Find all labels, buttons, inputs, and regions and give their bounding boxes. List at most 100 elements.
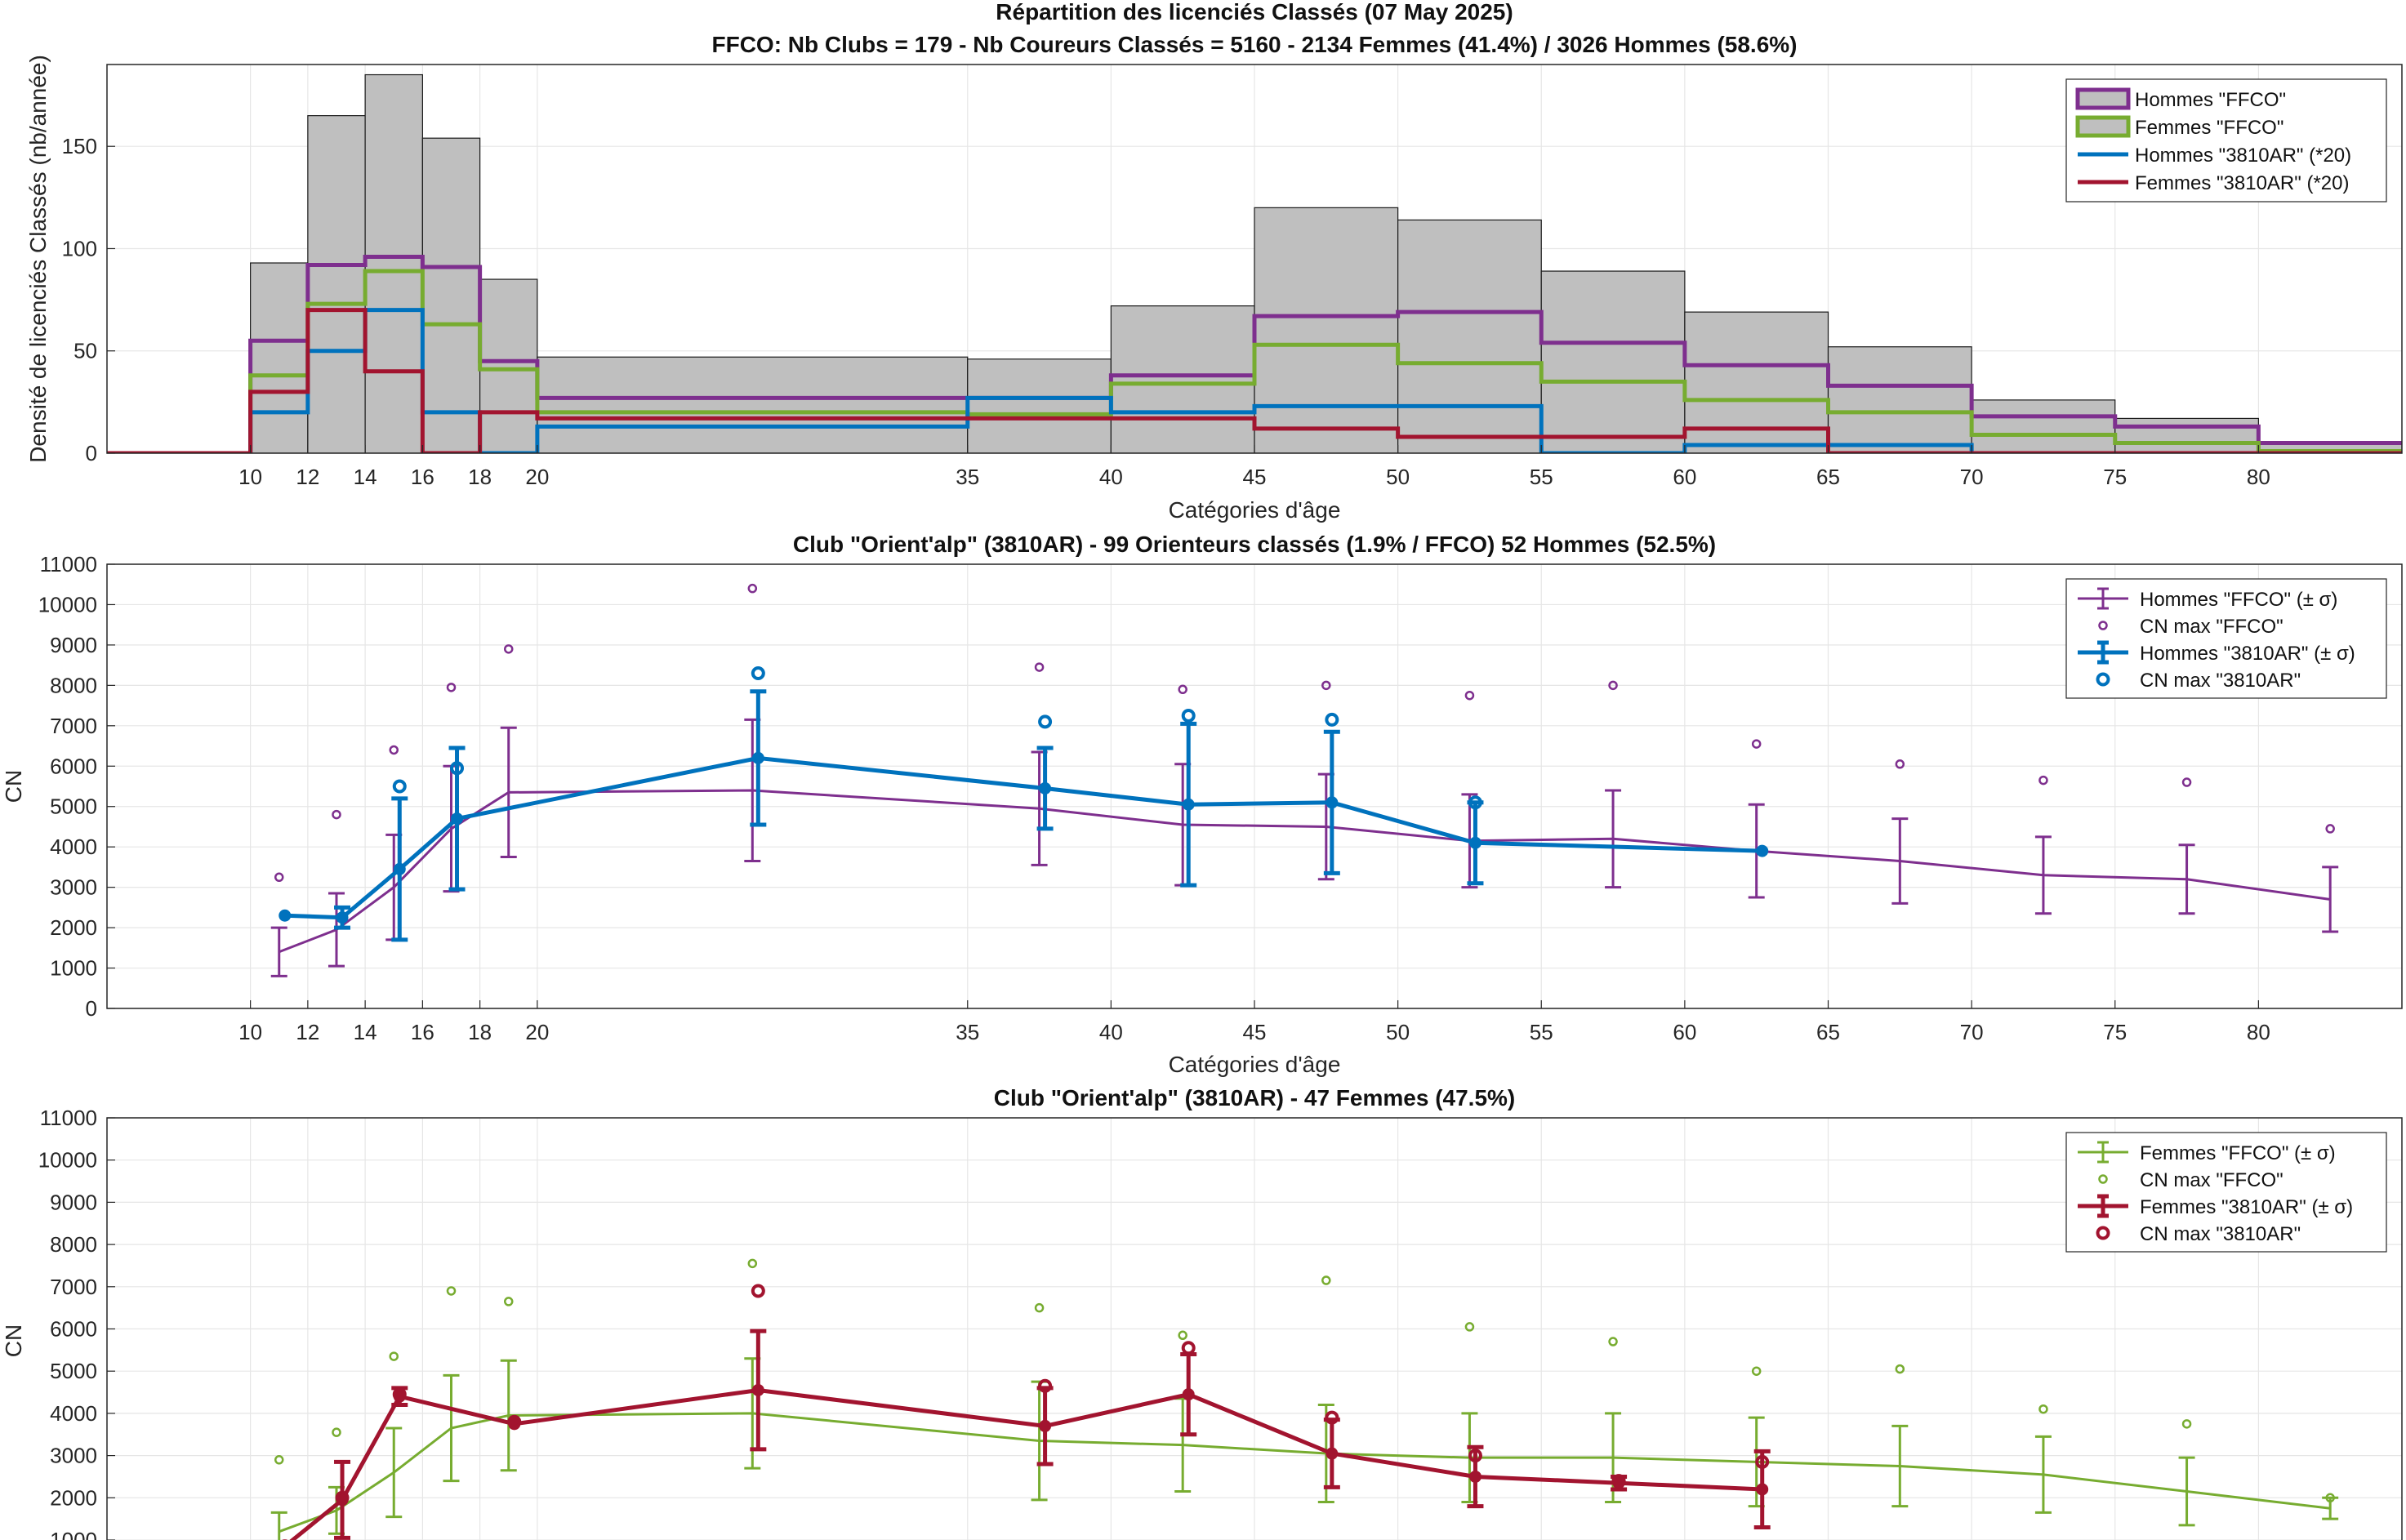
y-tick-label: 0 <box>86 441 97 465</box>
y-tick-label: 0 <box>86 996 97 1021</box>
series-step-line <box>107 269 2402 453</box>
chart2-y-ticks: 0 1000 2000 3000 4000 5000 6000 7000 8000 9000 100… <box>38 552 115 1021</box>
y-tick-label: 11000 <box>40 552 97 576</box>
legend-label: CN max "FFCO" <box>2140 616 2283 638</box>
max-marker <box>446 1286 457 1296</box>
legend-swatch <box>2098 1174 2108 1184</box>
data-point <box>1182 798 1195 811</box>
max-marker <box>274 872 284 883</box>
max-marker <box>751 666 765 681</box>
x-tick-label: 20 <box>525 1020 549 1044</box>
series-line <box>289 1387 1762 1540</box>
legend-swatch <box>2096 1226 2110 1240</box>
max-marker <box>1034 1302 1045 1313</box>
chart3-title: Club "Orient'alp" (3810AR) - 47 Femmes (… <box>994 1085 1516 1110</box>
max-marker <box>1321 680 1331 691</box>
chart1-y-ticks: 0 50 100 150 <box>62 134 115 465</box>
max-marker <box>1178 1330 1187 1341</box>
max-marker <box>1034 662 1045 672</box>
chart1-subtitle: FFCO: Nb Clubs = 179 - Nb Coureurs Class… <box>712 32 1798 57</box>
x-tick-label: 16 <box>411 465 434 489</box>
x-tick-label: 20 <box>525 465 549 489</box>
y-tick-label: 3000 <box>50 1444 97 1468</box>
chart1-step-lines <box>107 254 2402 453</box>
x-tick-label: 10 <box>238 1020 262 1044</box>
max-marker <box>2325 824 2335 834</box>
legend-label: Hommes "FFCO" <box>2135 89 2286 111</box>
x-tick-label: 10 <box>238 465 262 489</box>
histogram-bar <box>1254 207 1399 453</box>
max-marker <box>1181 1341 1196 1355</box>
legend-label: CN max "3810AR" <box>2140 1223 2301 1245</box>
max-marker <box>1468 795 1482 810</box>
max-marker <box>450 761 465 776</box>
series-step-line <box>107 308 2402 453</box>
x-tick-label: 40 <box>1099 465 1123 489</box>
legend-label: Femmes "FFCO" <box>2135 117 2283 139</box>
legend-label: Hommes "3810AR" (*20) <box>2135 145 2351 167</box>
x-tick-label: 12 <box>296 1020 319 1044</box>
y-tick-label: 5000 <box>50 794 97 819</box>
x-tick-label: 75 <box>2103 1020 2127 1044</box>
y-tick-label: 7000 <box>50 1275 97 1299</box>
x-tick-label: 70 <box>1960 1020 1984 1044</box>
x-tick-label: 35 <box>956 1020 979 1044</box>
chart1-x-label: Catégories d'âge <box>1169 497 1341 523</box>
histogram-bar <box>1540 270 1686 453</box>
max-marker <box>1895 1364 1905 1374</box>
chart2-title: Club "Orient'alp" (3810AR) - 99 Orienteu… <box>793 532 1716 557</box>
y-tick-label: 50 <box>74 339 97 363</box>
histogram-bar <box>250 262 309 453</box>
max-marker <box>335 1490 350 1505</box>
histogram-bar <box>1971 399 2116 453</box>
max-marker <box>2181 1419 2192 1429</box>
max-marker <box>1178 684 1187 695</box>
chart3-y-label: CN <box>1 1324 26 1357</box>
series-line <box>278 789 2331 954</box>
y-tick-label: 10000 <box>38 1148 97 1173</box>
data-point <box>1756 1483 1769 1496</box>
legend-swatch <box>2096 672 2110 687</box>
y-tick-label: 2000 <box>50 915 97 940</box>
x-tick-label: 50 <box>1386 1020 1410 1044</box>
max-marker <box>1464 690 1475 701</box>
series-step-line <box>107 308 2402 453</box>
legend-label: Femmes "3810AR" (*20) <box>2135 172 2349 194</box>
y-tick-label: 10000 <box>38 592 97 616</box>
histogram-chart: Répartition des licenciés Classés (07 Ma… <box>25 0 2403 523</box>
x-tick-label: 45 <box>1243 465 1267 489</box>
chart3-legend: Femmes "FFCO" (± σ) CN max "FFCO" Femmes "… <box>2065 1132 2387 1253</box>
x-tick-label: 60 <box>1673 465 1696 489</box>
chart3-series <box>270 1258 2339 1540</box>
chart1-bars <box>250 73 2402 453</box>
x-tick-label: 18 <box>468 465 492 489</box>
data-point <box>336 911 349 924</box>
femmes-cn-chart: Club "Orient'alp" (3810AR) - 47 Femmes (… <box>1 1085 2403 1540</box>
chart2-y-label: CN <box>1 770 26 803</box>
legend-swatch <box>2075 115 2131 138</box>
legend-label: Hommes "3810AR" (± σ) <box>2140 643 2355 665</box>
y-tick-label: 7000 <box>50 714 97 738</box>
y-tick-label: 3000 <box>50 875 97 900</box>
x-tick-label: 16 <box>411 1020 434 1044</box>
max-marker <box>1751 739 1762 749</box>
x-tick-label: 80 <box>2247 1020 2270 1044</box>
histogram-bar <box>421 137 481 453</box>
x-tick-label: 35 <box>956 465 979 489</box>
max-marker <box>1325 1410 1339 1425</box>
max-marker <box>1608 680 1618 691</box>
y-tick-label: 11000 <box>40 1106 97 1130</box>
data-point <box>1182 1388 1195 1401</box>
chart1-title: Répartition des licenciés Classés (07 Ma… <box>996 0 1513 24</box>
data-point <box>751 1383 764 1396</box>
legend-label: Hommes "FFCO" (± σ) <box>2140 589 2337 611</box>
max-marker <box>389 745 399 755</box>
x-tick-label: 50 <box>1386 465 1410 489</box>
y-tick-label: 4000 <box>50 835 97 859</box>
x-tick-label: 14 <box>354 465 377 489</box>
hommes-cn-chart: Club "Orient'alp" (3810AR) - 99 Orienteu… <box>1 532 2403 1077</box>
data-point <box>751 751 764 764</box>
y-tick-label: 8000 <box>50 673 97 697</box>
legend-label: Femmes "3810AR" (± σ) <box>2140 1196 2353 1218</box>
y-tick-label: 100 <box>62 236 97 260</box>
